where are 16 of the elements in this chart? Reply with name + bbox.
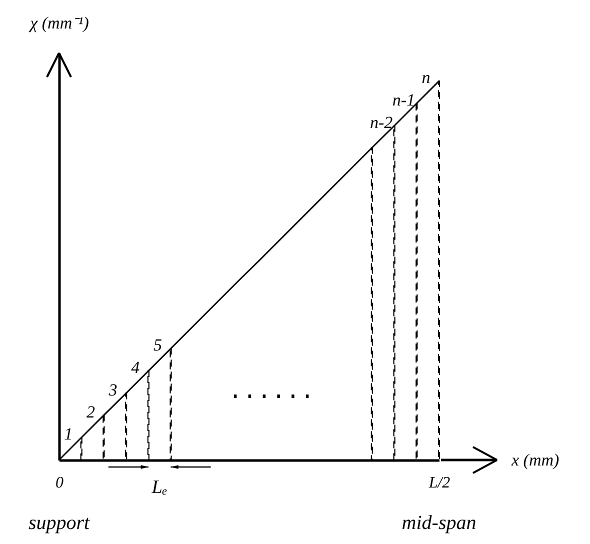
annotation: n-1 xyxy=(392,90,415,110)
x-tick-label: L/2 xyxy=(428,474,450,492)
y-axis-title: χ (mm⁻¹) xyxy=(28,14,90,32)
x-tick-label: 0 xyxy=(56,474,64,492)
annotation: ...... xyxy=(228,379,315,406)
text: mid-span xyxy=(402,512,476,534)
text: support xyxy=(28,512,90,534)
annotation: 4 xyxy=(131,358,140,377)
annotation: n xyxy=(422,68,430,88)
annotation: 5 xyxy=(154,336,162,355)
annotation: 3 xyxy=(108,380,118,400)
x-axis-title: x (mm) xyxy=(510,450,560,470)
annotation: 2 xyxy=(86,402,96,422)
annotation: n-2 xyxy=(370,112,394,132)
annotation: 1 xyxy=(64,424,73,444)
text: Lₑ xyxy=(150,477,168,498)
